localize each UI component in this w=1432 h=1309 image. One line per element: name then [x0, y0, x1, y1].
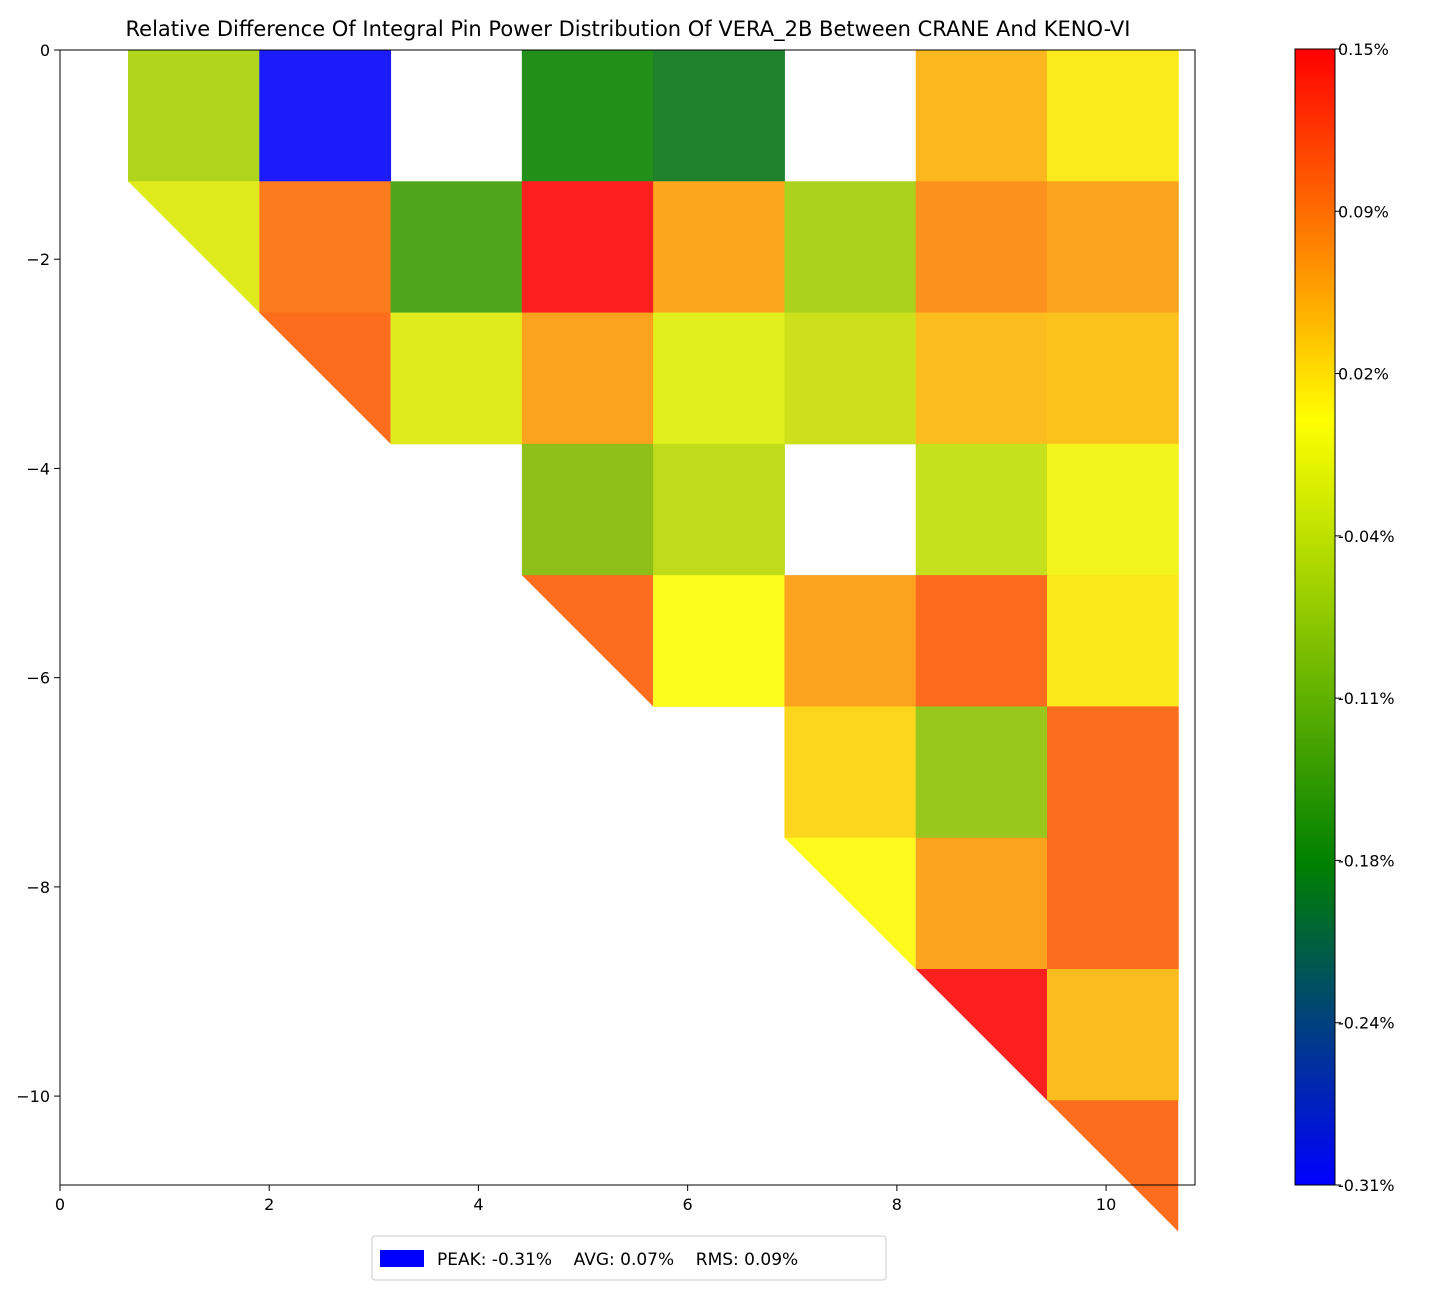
colorbar [1294, 48, 1336, 1186]
colorbar-tick-label-4: -0.11% [1338, 689, 1395, 708]
x-axis: 0 2 4 6 8 10 [55, 1185, 1116, 1214]
cell-r1-c0 [127, 181, 260, 313]
y-tick-label-3: −6 [26, 669, 50, 688]
cell-r7-c6 [915, 968, 1047, 1101]
cell-r1-c4 [653, 181, 785, 314]
y-tick-label-0: 0 [40, 41, 50, 60]
cell-r6-c7 [1046, 837, 1179, 970]
cell-r8-c7 [1046, 1100, 1179, 1232]
cell-r4-c3 [521, 575, 654, 707]
cell-r3-c4 [653, 443, 785, 576]
cell-r0-c7 [1046, 50, 1179, 182]
axes-frame [59, 49, 1196, 1186]
cell-r0-c6 [915, 50, 1048, 182]
x-tick-label-1: 2 [264, 1195, 274, 1214]
cell-r2-c4 [653, 312, 785, 445]
cell-r6-c5 [784, 837, 916, 969]
x-tick-label-2: 4 [473, 1195, 483, 1214]
legend-box [371, 1235, 887, 1281]
colorbar-tick-label-1: 0.09% [1338, 202, 1389, 221]
x-tick-label-3: 6 [683, 1195, 693, 1214]
colorbar-tick-label-2: 0.02% [1338, 365, 1389, 384]
cell-r5-c5 [784, 706, 917, 839]
colorbar-tick-label-0: 0.15% [1338, 40, 1389, 59]
colorbar-tick-label-5: -0.18% [1338, 851, 1395, 870]
colorbar-tick-label-6: -0.24% [1338, 1014, 1395, 1033]
legend-swatch [380, 1250, 424, 1267]
x-tick-label-5: 10 [1096, 1195, 1116, 1214]
cell-r2-c7 [1046, 312, 1179, 445]
colorbar-tick-label-3: -0.04% [1338, 527, 1395, 546]
legend: PEAK: -0.31% AVG: 0.07% RMS: 0.09% [371, 1235, 887, 1281]
y-tick-label-2: −4 [26, 459, 50, 478]
cell-r1-c6 [915, 181, 1048, 314]
colorbar-ticks: 0.15% 0.09% 0.02% -0.04% -0.11% -0.18% -0.24% -… [1335, 40, 1395, 1195]
cell-r2-c1 [259, 312, 391, 444]
cell-r1-c5 [784, 181, 917, 314]
cell-r2-c2 [390, 312, 523, 445]
cell-r0-c3 [521, 50, 654, 182]
cell-r3-c3 [521, 443, 654, 576]
cell-r5-c6 [915, 706, 1048, 839]
cell-r1-c7 [1046, 181, 1179, 314]
cell-r6-c6 [915, 837, 1048, 970]
cell-r0-c1 [259, 50, 392, 182]
cell-r2-c6 [915, 312, 1048, 445]
cell-r7-c7 [1046, 968, 1179, 1101]
y-tick-label-4: −8 [26, 878, 50, 897]
heatmap-cells [127, 50, 1179, 1232]
cell-r0-c4 [653, 50, 785, 182]
cell-r2-c3 [521, 312, 654, 445]
cell-r4-c4 [653, 575, 785, 707]
cell-r1-c2 [390, 181, 523, 314]
cell-r4-c6 [915, 575, 1048, 707]
legend-text: PEAK: -0.31% AVG: 0.07% RMS: 0.09% [437, 1250, 798, 1270]
y-tick-label-5: −10 [16, 1087, 50, 1106]
y-tick-label-1: −2 [26, 250, 50, 269]
cell-r5-c7 [1046, 706, 1179, 839]
cell-r3-c7 [1046, 443, 1179, 576]
cell-r2-c5 [784, 312, 917, 445]
y-axis: 0 −2 −4 −6 −8 −10 [16, 41, 60, 1106]
chart-title: Relative Difference Of Integral Pin Powe… [126, 17, 1131, 42]
cell-r0-c0 [127, 50, 260, 182]
cell-r3-c6 [915, 443, 1048, 576]
x-tick-label-4: 8 [892, 1195, 902, 1214]
cell-r1-c3 [521, 181, 654, 314]
cell-r4-c5 [784, 575, 917, 707]
x-tick-label-0: 0 [55, 1195, 65, 1214]
cell-r4-c7 [1046, 575, 1179, 707]
cell-r1-c1 [259, 181, 392, 314]
colorbar-tick-label-7: -0.31% [1338, 1176, 1395, 1195]
